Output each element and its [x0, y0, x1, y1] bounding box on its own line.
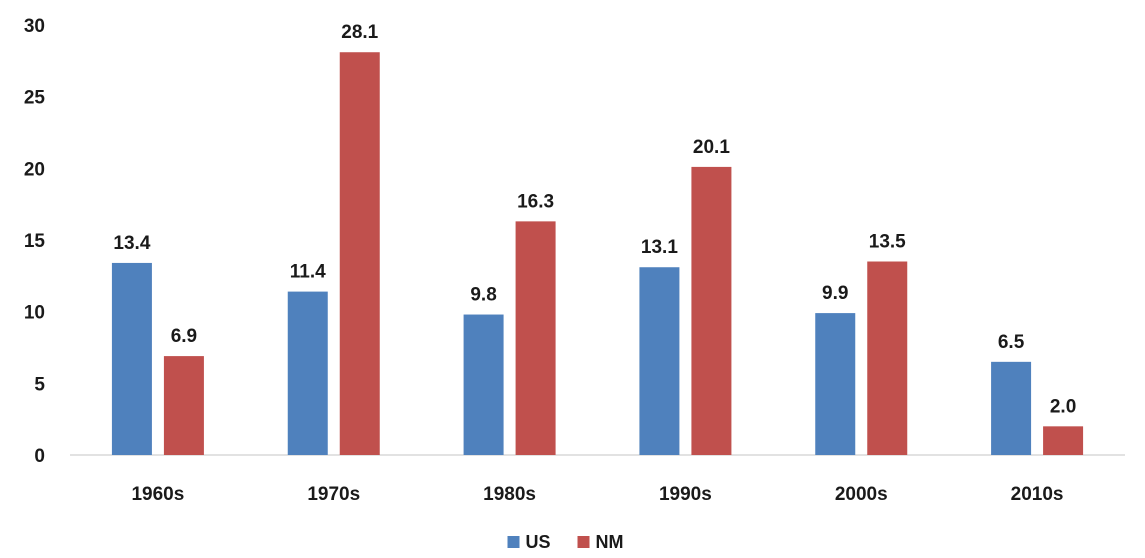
data-label-us: 13.1	[641, 237, 678, 258]
x-tick-label: 2010s	[1011, 484, 1064, 505]
y-tick-label: 30	[24, 16, 45, 37]
y-tick-label: 20	[24, 159, 45, 180]
legend-item-nm: NM	[577, 532, 624, 552]
data-label-nm: 20.1	[693, 137, 730, 158]
legend: US NM	[507, 532, 624, 552]
bar-us-1980s	[463, 314, 504, 455]
bar-us-1970s	[287, 291, 328, 455]
y-tick-label: 15	[24, 231, 46, 252]
data-label-nm: 6.9	[171, 326, 197, 347]
bar-us-1960s	[111, 262, 152, 455]
data-label-us: 9.9	[822, 283, 848, 304]
bar-nm-1960s	[163, 356, 204, 455]
x-axis: 1960s 1970s 1980s 1990s 2000s 2010s	[70, 454, 1125, 505]
bars	[111, 52, 1084, 455]
legend-label: NM	[596, 532, 624, 552]
data-label-us: 11.4	[290, 262, 326, 283]
x-tick-label: 2000s	[835, 484, 888, 505]
bar-us-2000s	[815, 313, 856, 455]
y-tick-label: 10	[24, 303, 45, 324]
legend-swatch	[507, 536, 520, 548]
legend-swatch	[577, 536, 590, 548]
y-tick-label: 25	[24, 88, 46, 109]
data-label-nm: 16.3	[517, 191, 554, 212]
bar-nm-1980s	[515, 221, 556, 455]
y-tick-label: 0	[34, 446, 45, 467]
y-tick-label: 5	[34, 374, 45, 395]
data-label-nm: 2.0	[1050, 396, 1076, 417]
bar-us-1990s	[639, 267, 680, 455]
legend-label: US	[526, 532, 551, 552]
bar-nm-1970s	[339, 52, 380, 455]
x-tick-label: 1980s	[483, 484, 536, 505]
bar-nm-2000s	[867, 261, 908, 455]
bar-us-2010s	[991, 361, 1032, 455]
bar-nm-1990s	[691, 166, 732, 455]
x-tick-label: 1990s	[659, 484, 712, 505]
legend-item-us: US	[507, 532, 551, 552]
x-tick-label: 1970s	[307, 484, 360, 505]
data-label-nm: 13.5	[869, 232, 906, 253]
data-labels: 13.4 11.4 9.8 13.1 9.9 6.5 6.9 28.1 16.3 20.1 13.5…	[113, 22, 1076, 417]
data-label-us: 13.4	[113, 233, 150, 254]
bar-nm-2010s	[1043, 426, 1084, 455]
data-label-nm: 28.1	[341, 22, 378, 43]
x-tick-label: 1960s	[131, 484, 184, 505]
data-label-us: 6.5	[998, 332, 1025, 353]
y-axis: 0 5 10 15 20 25 30	[24, 16, 46, 467]
data-label-us: 9.8	[470, 285, 496, 306]
